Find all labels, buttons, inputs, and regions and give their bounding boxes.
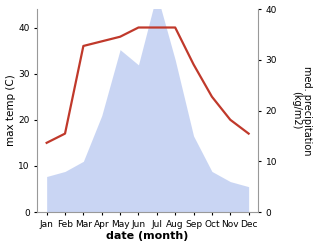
Y-axis label: max temp (C): max temp (C) — [5, 75, 16, 146]
Y-axis label: med. precipitation
(kg/m2): med. precipitation (kg/m2) — [291, 66, 313, 155]
X-axis label: date (month): date (month) — [107, 231, 189, 242]
